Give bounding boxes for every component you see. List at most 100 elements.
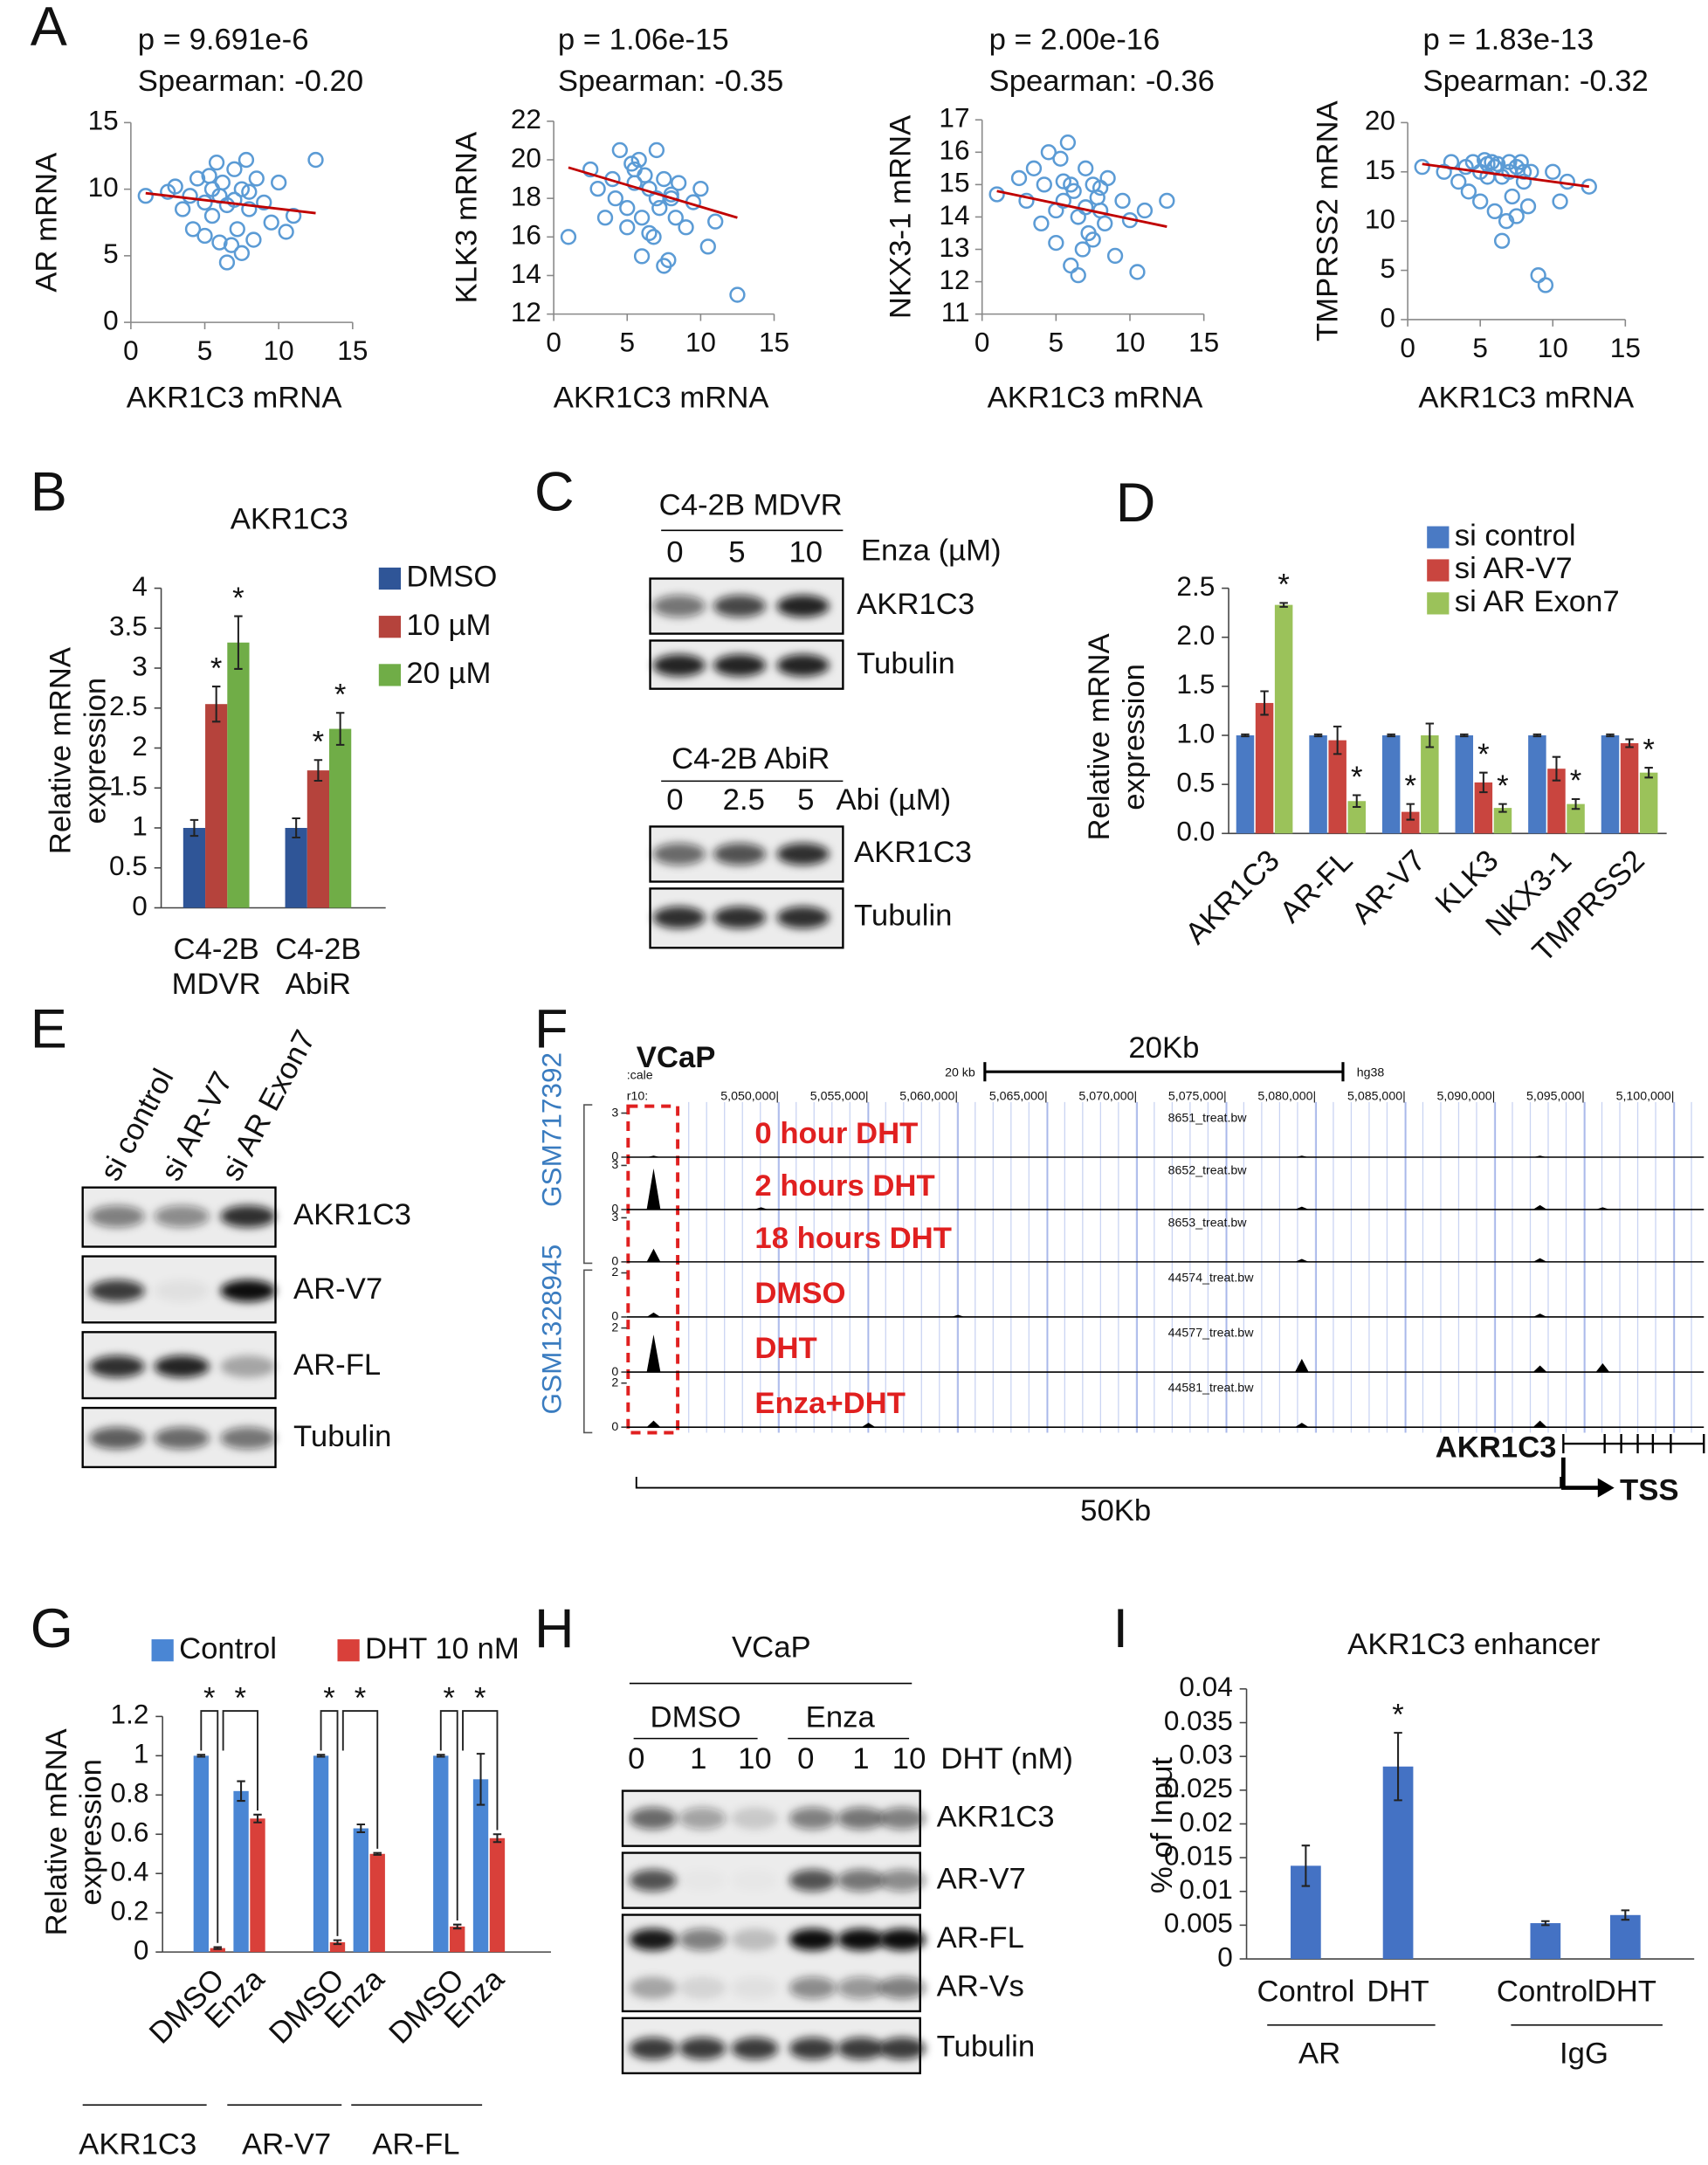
band [731,1928,779,1951]
blot-row-label: Tubulin [937,2031,1035,2064]
error-bar [1241,733,1250,738]
y-tick-label: 3 [132,650,148,681]
track-file: 44577_treat.bw [1168,1327,1255,1341]
point [211,234,228,251]
browser-chrom: r10: [627,1089,648,1103]
x-tick-label: DHT [1367,1975,1429,2009]
error-bar [1394,1732,1402,1802]
panel-label: H [534,1598,575,1659]
band [678,2037,727,2060]
point [1055,173,1071,190]
bar [205,704,228,908]
peak [754,1207,768,1210]
bar [193,1755,210,1953]
point [1010,169,1028,187]
point [241,183,258,200]
stat-spearman: Spearman: -0.35 [558,65,783,98]
point [1070,267,1086,284]
band [629,1869,677,1892]
peak [1294,1155,1309,1157]
point [699,238,716,255]
legend-swatch [1427,592,1450,615]
panel-label: E [31,999,67,1060]
peak [1532,1155,1547,1157]
point [651,200,668,217]
point [1074,241,1091,258]
point [667,210,684,226]
band [878,1928,926,1951]
point [1052,150,1069,167]
band [629,1807,677,1830]
panel-label: A [31,0,67,57]
error-bar [1353,794,1361,809]
position-label: 5,065,000| [989,1089,1048,1103]
bar [1455,735,1474,834]
track-tick-label: 0 [611,1365,618,1379]
x-axis-label: AKR1C3 mRNA [127,382,343,415]
group-label: AR [1298,2037,1340,2071]
band [731,1807,779,1830]
lane-label: 0 [628,1742,644,1775]
y-tick-label: 1.0 [1176,717,1215,748]
y-axis-label: Relative mRNAexpression [45,646,113,854]
significance: * [1405,769,1417,803]
legend-label: DMSO [406,561,497,594]
blot-row-label: AR-FL [937,1921,1024,1955]
point [1033,215,1050,231]
point [1512,154,1529,170]
significance: * [1278,569,1290,602]
significance: * [1497,769,1508,803]
lane-label: 0 [666,535,683,569]
point [1055,192,1071,210]
error-bar [1625,738,1634,748]
significance: * [232,582,244,615]
x-tick-label: 15 [759,327,789,358]
point [1025,160,1043,176]
bar [1474,782,1493,834]
tss-label: TSS [1620,1473,1678,1507]
y-axis-label: NKX3-1 mRNA [884,114,917,319]
bar [285,828,307,908]
dataset-bracket [583,1104,593,1434]
y-tick-label: 2.5 [109,690,148,721]
y-axis-label: TMPRSS2 mRNA [1311,100,1344,341]
lane-label: 1 [852,1742,869,1775]
group-label: AKR1C3 [79,2128,196,2162]
treatment-label: Abi (µM) [836,783,951,817]
chart-title: AKR1C3 [231,502,348,535]
significance: * [210,652,223,685]
track-tick-label: 0 [611,1310,618,1324]
y-tick-label: 4 [132,570,148,602]
error-bar [313,759,323,783]
bar [183,828,206,908]
dataset-label: GSM717392 [535,1052,567,1207]
peak [1532,1258,1547,1262]
tss-arrowhead [1597,1478,1615,1498]
significance-bracket [200,1710,219,1943]
band [789,1869,837,1892]
peak [1294,1423,1309,1428]
significance: * [444,1682,455,1715]
error-bar [292,817,300,839]
point [1048,234,1064,252]
significance-bracket [439,1710,458,1920]
band [713,906,767,929]
y-tick-label: 0.02 [1179,1806,1232,1837]
bar [433,1755,449,1953]
point [1065,183,1082,199]
point [218,254,236,271]
legend-label: DHT 10 nM [365,1632,520,1665]
y-tick-label: 20 [511,141,541,173]
band [789,1807,837,1830]
point [226,191,243,208]
significance: * [203,1682,216,1715]
x-axis-label: AKR1C3 mRNA [554,382,770,415]
error-bar [333,1939,342,1946]
lane-group-label: Enza [806,1701,876,1734]
band [878,1976,926,1999]
significance: * [235,1682,247,1715]
y-tick-label: 18 [511,180,541,211]
y-tick-label: 1.2 [111,1699,149,1730]
peak [1532,1420,1547,1428]
stat-p: p = 1.06e-15 [558,23,729,56]
